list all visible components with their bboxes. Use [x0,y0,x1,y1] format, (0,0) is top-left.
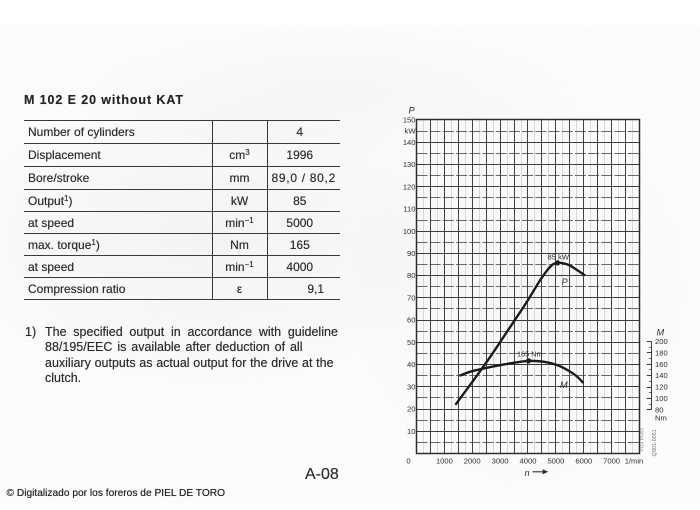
svg-text:160: 160 [655,360,668,369]
svg-text:140: 140 [403,138,416,147]
svg-text:10: 10 [407,427,415,436]
svg-text:kW: kW [405,127,417,136]
svg-text:80: 80 [655,405,663,414]
svg-text:40: 40 [407,360,415,369]
svg-text:4000: 4000 [520,457,537,466]
svg-text:150: 150 [403,116,416,125]
svg-text:165 Nm: 165 Nm [517,350,543,359]
svg-text:3000: 3000 [492,457,509,466]
svg-text:0: 0 [406,457,410,466]
svg-text:180: 180 [655,349,668,358]
svg-text:120: 120 [655,383,668,392]
svg-text:QS01-0051: QS01-0051 [652,429,658,456]
svg-text:85 kW: 85 kW [548,253,570,262]
svg-text:20: 20 [407,405,415,414]
svg-text:100: 100 [655,394,668,403]
svg-text:30: 30 [407,382,415,391]
svg-text:1/min: 1/min [625,457,644,466]
svg-text:2000: 2000 [464,457,481,466]
svg-text:200: 200 [655,337,668,346]
svg-text:7000: 7000 [603,457,620,466]
svg-text:50: 50 [407,338,415,347]
svg-text:M: M [560,380,568,390]
svg-text:120: 120 [403,182,416,191]
svg-text:1000: 1000 [436,457,453,466]
svg-text:FG4 PI450: FG4 PI450 [639,427,645,451]
svg-text:100: 100 [403,227,416,236]
svg-text:70: 70 [407,294,415,303]
svg-text:110: 110 [403,205,415,214]
svg-text:60: 60 [407,316,415,325]
svg-text:M: M [657,328,665,338]
svg-text:P: P [562,277,569,287]
svg-text:n: n [525,468,530,478]
svg-text:Nm: Nm [655,414,667,423]
svg-text:90: 90 [407,249,415,258]
svg-text:6000: 6000 [575,457,592,466]
svg-text:130: 130 [403,160,416,169]
svg-text:5000: 5000 [547,457,564,466]
svg-text:80: 80 [407,271,415,280]
svg-text:P: P [409,106,416,116]
svg-text:140: 140 [655,371,668,380]
